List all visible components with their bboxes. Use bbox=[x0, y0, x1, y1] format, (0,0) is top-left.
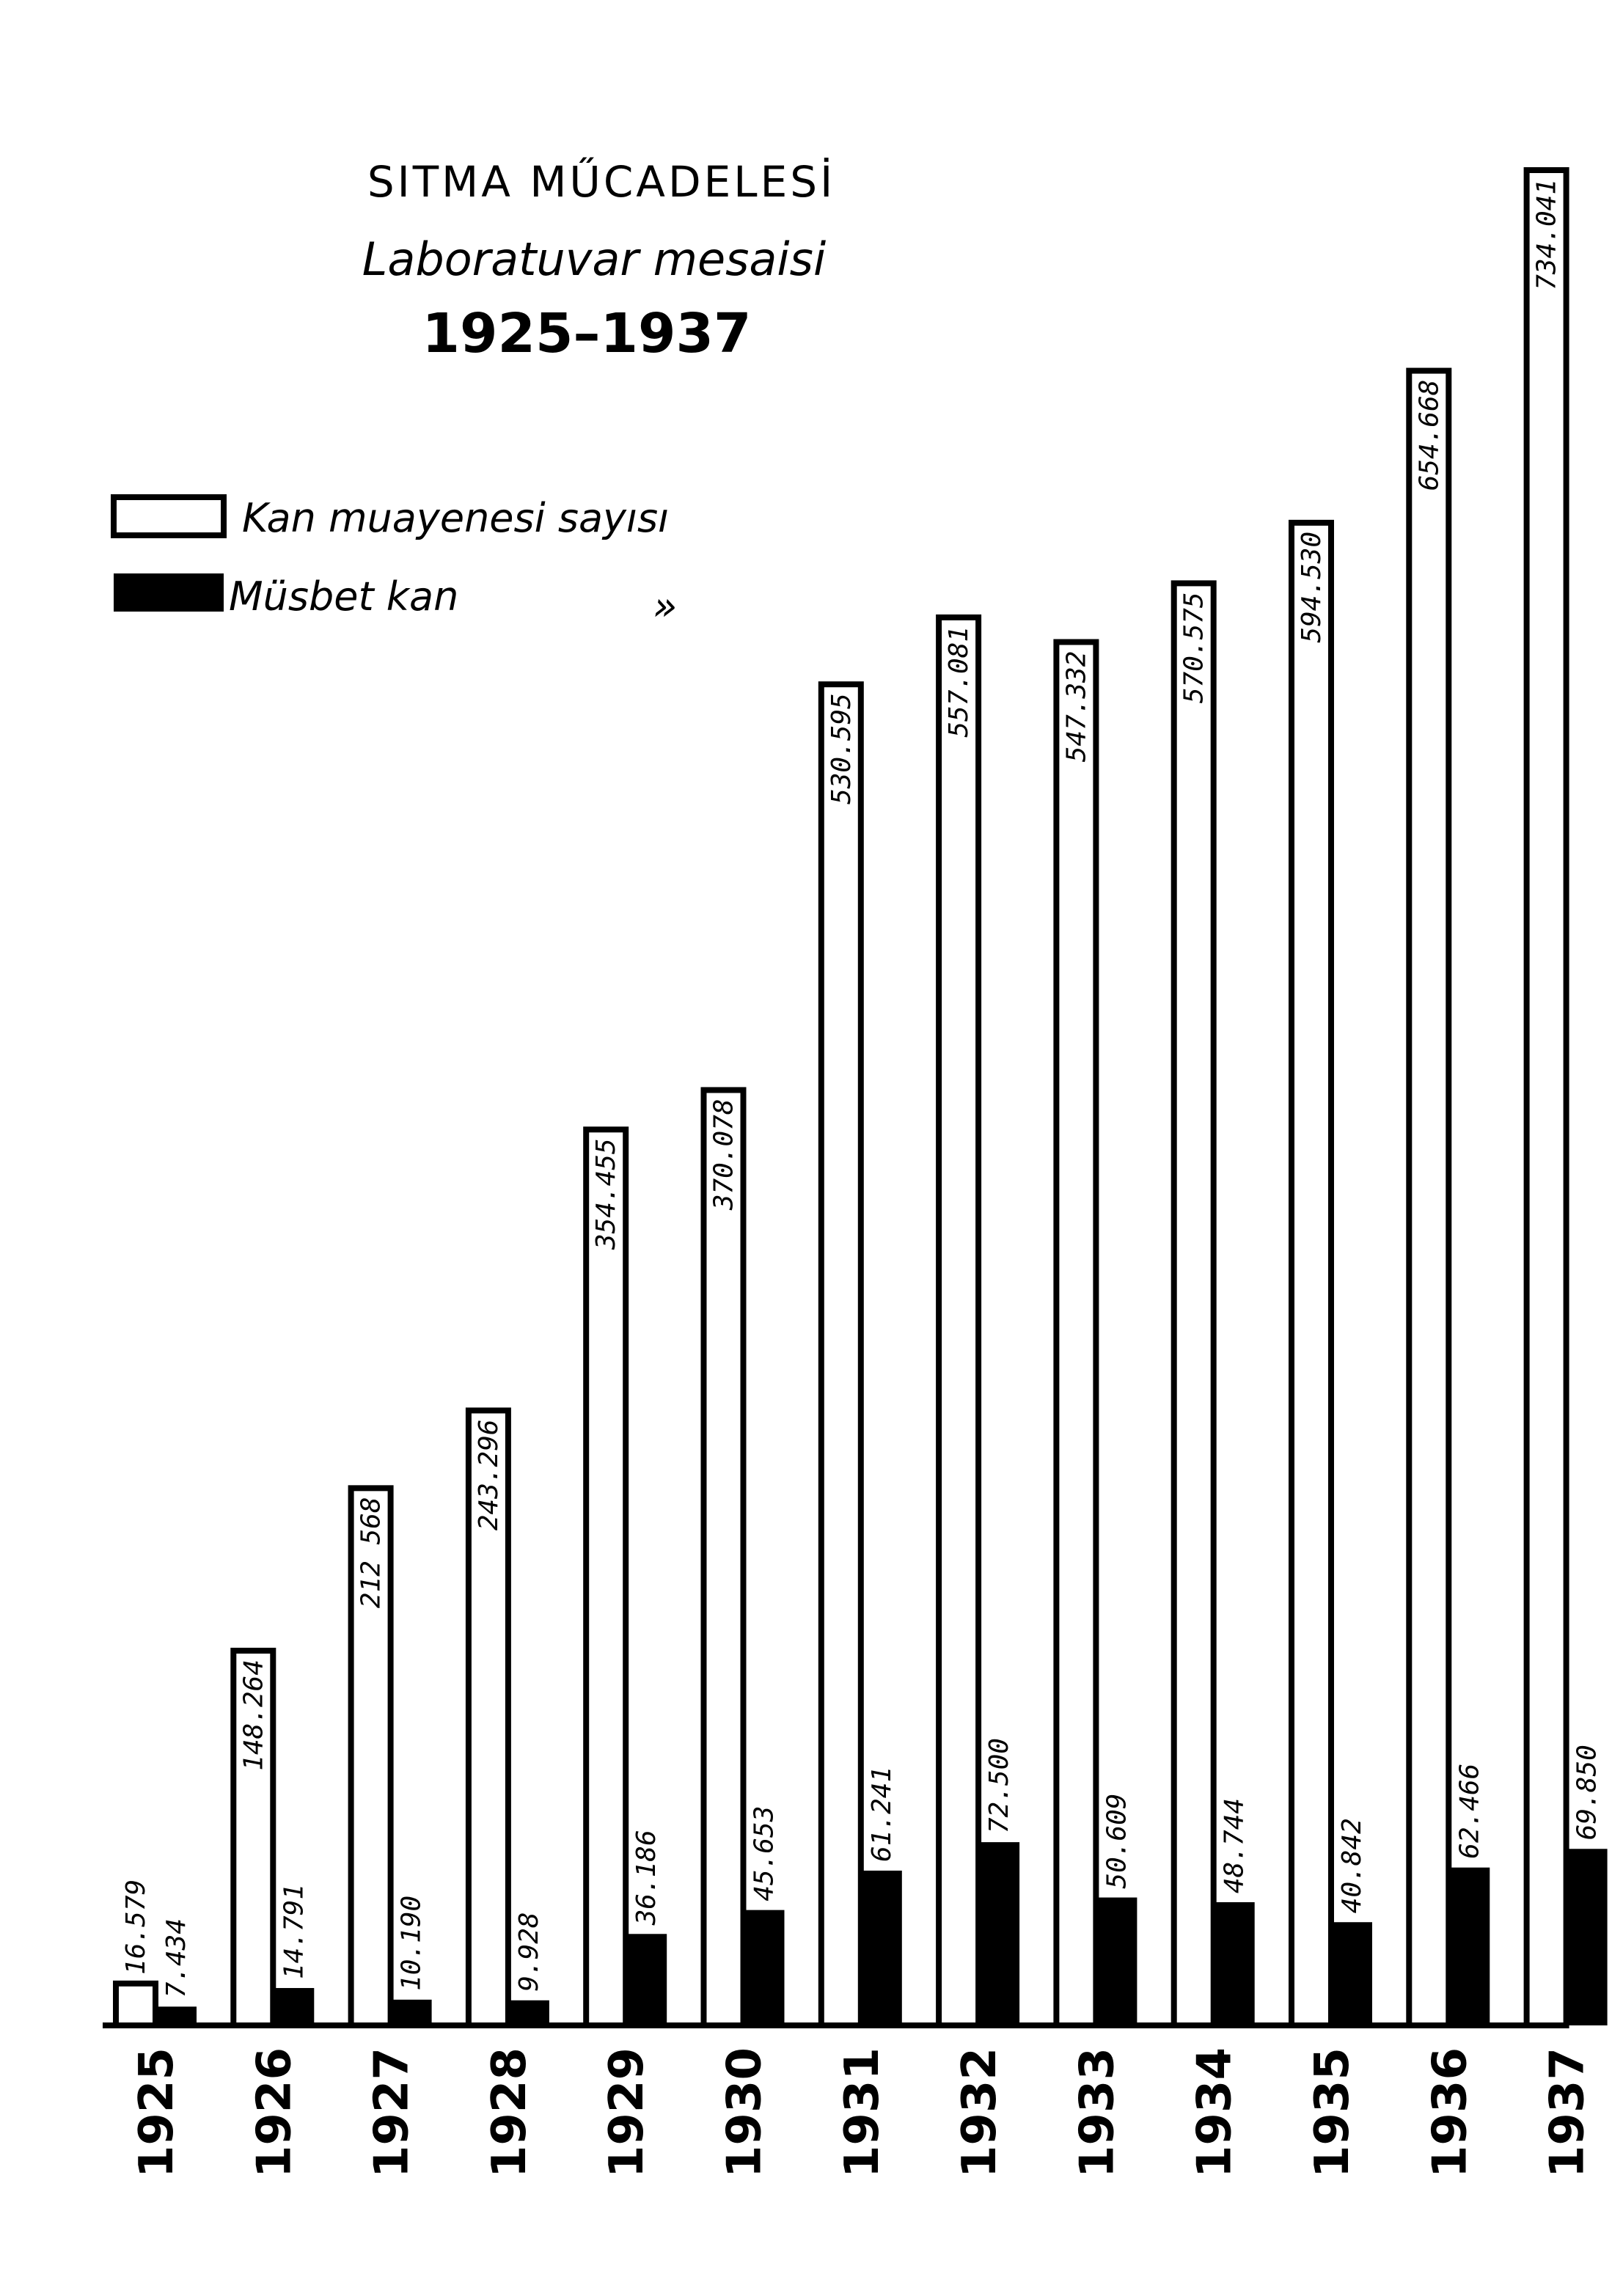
legend-ditto-mark: » bbox=[653, 583, 677, 629]
bar-musbet-1926 bbox=[273, 1988, 315, 2025]
bar-kan-1936 bbox=[1406, 367, 1452, 2029]
bar-label-musbet-1925: 7.434 bbox=[161, 1918, 191, 1998]
legend-swatch-white bbox=[111, 494, 227, 538]
year-label-1937: 1937 bbox=[1541, 2047, 1595, 2178]
chart-subtitle: Laboratuvar mesaisi bbox=[362, 232, 826, 286]
bar-musbet-1933 bbox=[1096, 1897, 1137, 2025]
bar-musbet-1935 bbox=[1331, 1922, 1372, 2025]
bar-label-musbet-1930: 45.653 bbox=[750, 1806, 780, 1901]
chart-period: 1925–1937 bbox=[422, 302, 752, 365]
bar-label-kan-1933: 547.332 bbox=[1061, 651, 1091, 763]
bar-musbet-1927 bbox=[390, 1999, 432, 2025]
bar-label-musbet-1932: 72.500 bbox=[984, 1738, 1014, 1833]
bar-label-musbet-1935: 40.842 bbox=[1337, 1818, 1367, 1913]
bar-label-kan-1930: 370.078 bbox=[709, 1099, 739, 1211]
legend-label-kan: Kan muayenesi sayısı bbox=[242, 495, 669, 541]
bar-label-kan-1934: 570.575 bbox=[1179, 592, 1209, 703]
bar-kan-1927 bbox=[348, 1485, 394, 2028]
year-label-1927: 1927 bbox=[365, 2047, 420, 2178]
bar-kan-1925 bbox=[113, 1980, 158, 2029]
bar-label-kan-1929: 354.455 bbox=[591, 1138, 621, 1250]
bar-musbet-1937 bbox=[1566, 1849, 1608, 2025]
bar-musbet-1931 bbox=[860, 1870, 902, 2025]
bar-label-kan-1925: 16.579 bbox=[121, 1879, 151, 1975]
bar-musbet-1925 bbox=[155, 2006, 197, 2025]
bar-musbet-1928 bbox=[508, 2000, 549, 2025]
year-label-1929: 1929 bbox=[600, 2047, 654, 2178]
bar-label-musbet-1927: 10.190 bbox=[397, 1896, 427, 1991]
bar-musbet-1929 bbox=[626, 1934, 667, 2025]
bar-kan-1934 bbox=[1170, 580, 1217, 2028]
bar-kan-1929 bbox=[583, 1126, 629, 2028]
legend-label-musbet: Müsbet kan bbox=[229, 573, 458, 620]
bar-musbet-1934 bbox=[1213, 1901, 1255, 2025]
year-label-1936: 1936 bbox=[1423, 2047, 1477, 2178]
year-label-1926: 1926 bbox=[247, 2047, 301, 2178]
bar-kan-1937 bbox=[1523, 167, 1569, 2028]
year-label-1935: 1935 bbox=[1305, 2047, 1360, 2178]
bars: 16.579 7.434 148.264 14.791 212 568 10.190 243… bbox=[113, 167, 1608, 2029]
bar-label-musbet-1929: 36.186 bbox=[631, 1830, 662, 1926]
bar-kan-1931 bbox=[818, 681, 864, 2028]
year-labels: 1925 1926 1927 1928 1929 1930 1931 1932 1933 1934… bbox=[130, 2047, 1595, 2178]
bar-label-kan-1928: 243.296 bbox=[474, 1419, 504, 1530]
bar-kan-1930 bbox=[700, 1087, 747, 2028]
bar-label-kan-1936: 654.668 bbox=[1414, 380, 1444, 491]
bar-label-musbet-1926: 14.791 bbox=[279, 1884, 309, 1979]
bar-label-musbet-1931: 61.241 bbox=[867, 1767, 897, 1862]
bar-label-kan-1932: 557.081 bbox=[944, 626, 974, 738]
bar-label-kan-1926: 148.264 bbox=[238, 1659, 268, 1771]
bar-label-musbet-1937: 69.850 bbox=[1572, 1745, 1602, 1840]
year-label-1933: 1933 bbox=[1070, 2047, 1124, 2178]
bar-label-kan-1937: 734.041 bbox=[1532, 179, 1562, 290]
bar-kan-1926 bbox=[230, 1647, 276, 2029]
bar-musbet-1936 bbox=[1448, 1867, 1490, 2025]
bar-kan-1933 bbox=[1053, 639, 1099, 2028]
bar-kan-1935 bbox=[1289, 519, 1334, 2029]
bar-label-kan-1927: 212 568 bbox=[356, 1497, 386, 1608]
bar-label-kan-1935: 594.530 bbox=[1297, 532, 1327, 643]
year-label-1930: 1930 bbox=[718, 2047, 772, 2178]
bar-label-kan-1931: 530.595 bbox=[827, 693, 857, 804]
legend-swatch-black bbox=[114, 573, 224, 612]
bar-musbet-1932 bbox=[978, 1842, 1020, 2025]
bar-label-musbet-1934: 48.744 bbox=[1220, 1798, 1250, 1893]
year-label-1931: 1931 bbox=[835, 2047, 890, 2178]
year-label-1932: 1932 bbox=[953, 2047, 1007, 2178]
bar-musbet-1930 bbox=[743, 1910, 785, 2025]
year-label-1925: 1925 bbox=[130, 2047, 184, 2178]
bar-kan-1932 bbox=[936, 614, 982, 2028]
bar-kan-1928 bbox=[465, 1407, 511, 2028]
chart-title: SITMA MŰCADELESİ bbox=[367, 156, 835, 207]
year-label-1934: 1934 bbox=[1188, 2047, 1242, 2178]
year-label-1928: 1928 bbox=[483, 2047, 537, 2178]
bar-label-musbet-1933: 50.609 bbox=[1102, 1794, 1132, 1889]
legend: Kan muayenesi sayısı Müsbet kan » bbox=[111, 494, 677, 629]
bar-label-musbet-1936: 62.466 bbox=[1454, 1764, 1484, 1859]
bar-label-musbet-1928: 9.928 bbox=[514, 1912, 544, 1991]
